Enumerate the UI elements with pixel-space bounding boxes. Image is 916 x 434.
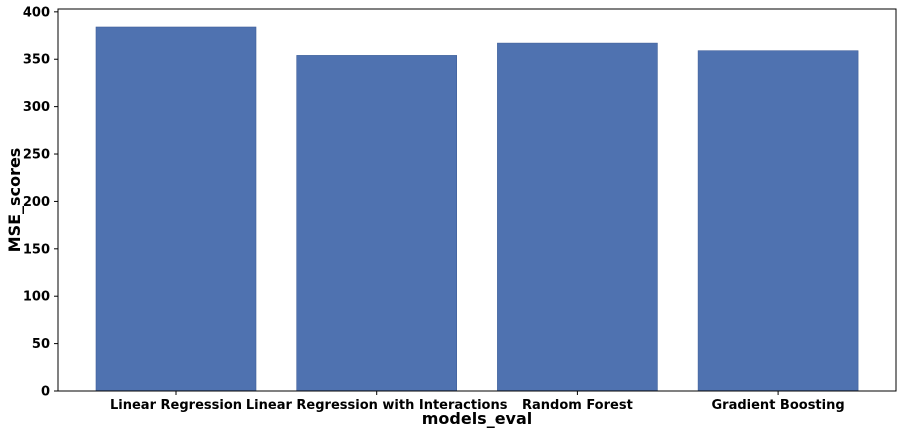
x-tick-label: Random Forest xyxy=(522,398,633,413)
x-axis-label: models_eval xyxy=(422,409,533,428)
bar-3 xyxy=(697,50,859,392)
bar-1 xyxy=(296,55,458,392)
bars-group xyxy=(95,26,859,392)
y-tick-label: 100 xyxy=(23,290,50,305)
y-tick-label: 350 xyxy=(23,53,50,68)
y-tick-label: 200 xyxy=(23,195,50,210)
y-axis: 0 50 100 150 200 250 300 350 400 xyxy=(23,5,58,400)
y-axis-label: MSE_scores xyxy=(5,148,24,253)
y-tick-label: 400 xyxy=(23,5,50,20)
x-tick-label: Gradient Boosting xyxy=(712,398,845,413)
x-axis: Linear Regression Linear Regression with … xyxy=(110,391,845,413)
plot-frame xyxy=(57,8,897,392)
y-tick-label: 0 xyxy=(41,385,50,400)
y-tick-label: 150 xyxy=(23,242,50,257)
y-tick-label: 300 xyxy=(23,100,50,115)
x-tick-label: Linear Regression xyxy=(110,398,242,413)
bar-2 xyxy=(497,42,658,392)
y-tick-label: 50 xyxy=(32,337,50,352)
bar-0 xyxy=(95,26,257,392)
y-tick-label: 250 xyxy=(23,148,50,163)
x-tick-label: Linear Regression with Interactions xyxy=(246,398,508,413)
